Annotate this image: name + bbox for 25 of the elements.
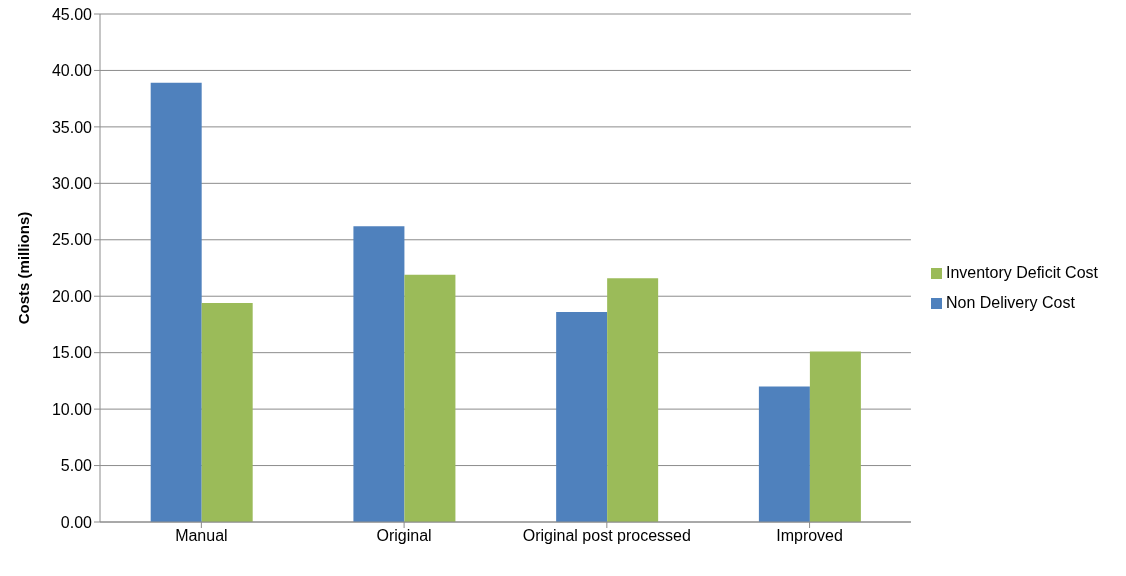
bar	[404, 274, 456, 522]
y-tick-label: 10.00	[51, 400, 93, 418]
y-axis-title: Costs (millions)	[15, 211, 33, 325]
y-tick-label: 45.00	[51, 5, 93, 23]
y-tick-label: 35.00	[51, 118, 93, 136]
x-tick-label: Improved	[776, 527, 843, 545]
bar	[758, 386, 810, 522]
y-tick-label: 15.00	[51, 344, 93, 362]
bar	[607, 278, 659, 522]
legend-label: Inventory Deficit Cost	[945, 264, 1098, 281]
bar	[556, 312, 608, 522]
bar	[353, 226, 405, 522]
legend-label: Non Delivery Cost	[945, 294, 1075, 311]
bar	[809, 351, 861, 522]
y-tick-label: 0.00	[60, 513, 93, 531]
x-tick-label: Manual	[175, 527, 228, 545]
bar	[201, 303, 253, 522]
y-tick-label: 20.00	[51, 287, 93, 305]
y-tick-label: 5.00	[60, 457, 93, 475]
x-tick-label: Original post processed	[522, 527, 691, 545]
x-tick-label: Original	[376, 527, 432, 545]
y-tick-label: 25.00	[51, 231, 93, 249]
y-tick-label: 40.00	[51, 62, 93, 80]
bar	[150, 82, 202, 522]
y-tick-label: 30.00	[51, 175, 93, 193]
